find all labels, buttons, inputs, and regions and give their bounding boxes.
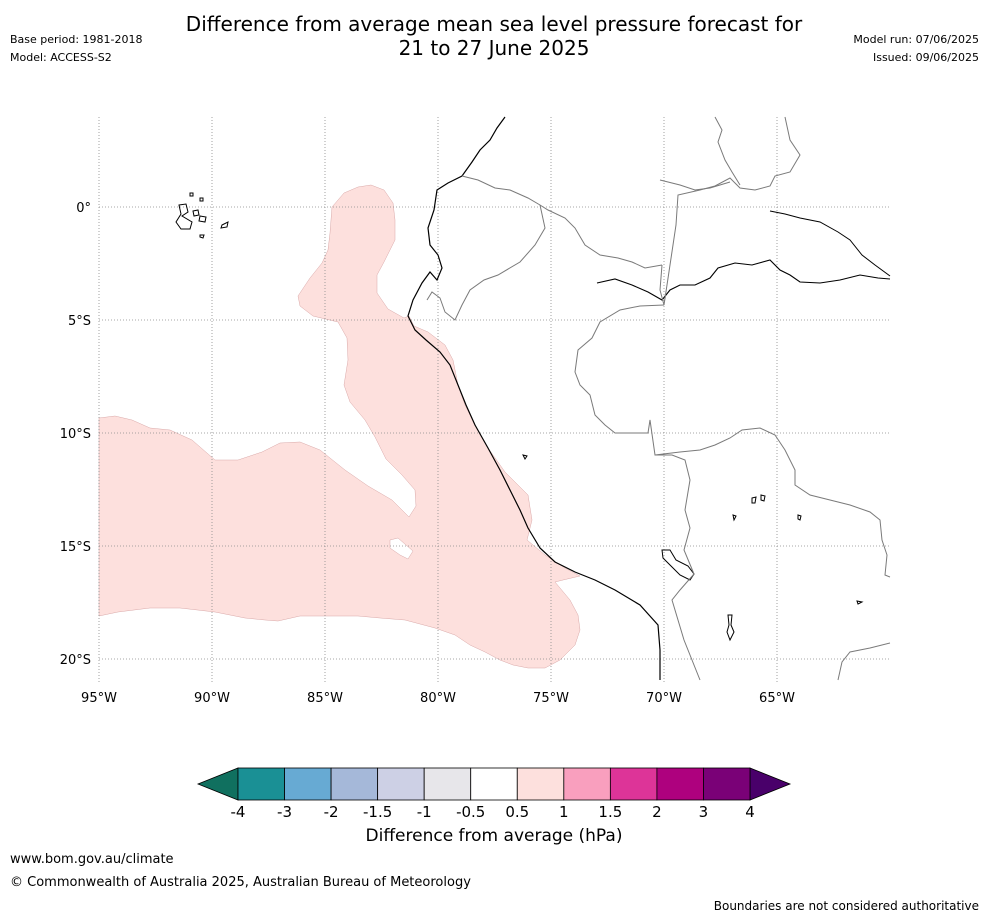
border-ecuador-peru	[426, 204, 546, 321]
lon-tick-label: 90°W	[194, 691, 230, 706]
galapagos-island	[220, 221, 229, 229]
galapagos-island	[189, 192, 194, 197]
galapagos-island	[199, 234, 205, 239]
colorbar-tick-label: -1.5	[363, 803, 392, 821]
lon-tick-label: 85°W	[307, 691, 343, 706]
colorbar-tick-label: -3	[277, 803, 292, 821]
colorbar-tick-label: 2	[652, 803, 662, 821]
border-venezuela	[714, 116, 741, 186]
base-period-label: Base period: 1981-2018	[10, 33, 143, 46]
colorbar-tick-label: -4	[231, 803, 246, 821]
lat-tick-label: 20°S	[60, 653, 91, 668]
colorbar-tick-label: 4	[745, 803, 755, 821]
colorbar-over-arrow	[749, 767, 792, 801]
footer-note: Boundaries are not considered authoritat…	[713, 899, 979, 913]
colorbar-segment	[237, 767, 285, 801]
amazon-river	[596, 259, 891, 301]
border-caribbean-coast	[659, 179, 731, 191]
colorbar-segment	[377, 767, 425, 801]
lake	[797, 514, 802, 521]
lon-tick-label: 95°W	[81, 691, 117, 706]
colorbar-segment	[423, 767, 472, 801]
lon-tick-label: 65°W	[759, 691, 795, 706]
colorbar-segment	[609, 767, 658, 801]
lat-tick-label: 0°	[76, 201, 91, 216]
lat-tick-label: 10°S	[60, 427, 91, 442]
lat-tick-label: 5°S	[68, 314, 91, 329]
gridlines	[98, 117, 890, 682]
anomaly-hole	[389, 537, 414, 560]
colorbar-segment	[516, 767, 565, 801]
coastline-pacific	[407, 116, 661, 680]
colorbar-tick-label: -0.5	[456, 803, 485, 821]
issued-label: Issued: 09/06/2025	[872, 51, 979, 64]
footer-url: www.bom.gov.au/climate	[10, 852, 174, 867]
galapagos-island	[198, 215, 207, 223]
lake	[522, 454, 528, 460]
border-colombia-brazil	[659, 116, 801, 306]
lat-tick-label: 15°S	[60, 540, 91, 555]
lake	[726, 614, 735, 642]
colorbar-tick-label: 1	[559, 803, 569, 821]
colorbar-under-arrow	[196, 767, 239, 801]
colorbar-tick-label: 0.5	[505, 803, 529, 821]
colorbar-segment	[703, 767, 751, 801]
land-features	[175, 116, 891, 681]
colorbar-segment	[656, 767, 704, 801]
galapagos-island	[192, 209, 200, 217]
lon-tick-label: 80°W	[420, 691, 456, 706]
title-line-1: Difference from average mean sea level p…	[185, 12, 803, 36]
colorbar-tick-label: -1	[417, 803, 432, 821]
lake	[856, 600, 864, 605]
border-chile-bolivia	[671, 573, 701, 681]
colorbar-segment	[330, 767, 379, 801]
border-paraguay-argentina	[837, 642, 891, 681]
colorbar-label: Difference from average (hPa)	[365, 826, 623, 846]
model-run-label: Model run: 07/06/2025	[853, 33, 979, 46]
meta-right: Model run: 07/06/2025 Issued: 09/06/2025	[853, 31, 979, 67]
longitude-labels: 95°W 90°W 85°W 80°W 75°W 70°W 65°W	[81, 691, 795, 706]
colorbar-tick-label: 3	[699, 803, 709, 821]
galapagos-isabela	[175, 203, 193, 230]
lon-tick-label: 70°W	[646, 691, 682, 706]
anomaly-region	[98, 184, 581, 669]
lon-tick-label: 75°W	[533, 691, 569, 706]
anomaly-shading	[98, 184, 581, 669]
country-borders	[426, 116, 891, 681]
colorbar-tick-label: 1.5	[598, 803, 622, 821]
title-line-2: 21 to 27 June 2025	[398, 36, 590, 60]
lake	[751, 496, 757, 504]
colorbar-segment	[563, 767, 611, 801]
colorbar: -4 -3 -2 -1.5 -1 -0.5 0.5 1 1.5 2 3 4	[196, 767, 792, 821]
lake	[732, 514, 737, 522]
meta-left: Base period: 1981-2018 Model: ACCESS-S2	[10, 31, 142, 67]
border-bolivia-brazil	[654, 427, 891, 578]
colorbar-segment	[284, 767, 332, 801]
latitude-labels: 0° 5°S 10°S 15°S 20°S	[60, 201, 91, 668]
model-label: Model: ACCESS-S2	[10, 51, 112, 64]
footer-copyright: © Commonwealth of Australia 2025, Austra…	[10, 875, 471, 890]
amazon-river	[769, 210, 891, 277]
lake	[760, 494, 766, 502]
colorbar-tick-label: -2	[324, 803, 339, 821]
galapagos-island	[199, 197, 204, 202]
lake-titicaca	[661, 549, 695, 581]
colorbar-segment	[470, 767, 518, 801]
border-colombia-ecuador-peru	[461, 175, 663, 269]
chart-title: Difference from average mean sea level p…	[0, 12, 988, 60]
border-peru-brazil	[574, 304, 695, 575]
